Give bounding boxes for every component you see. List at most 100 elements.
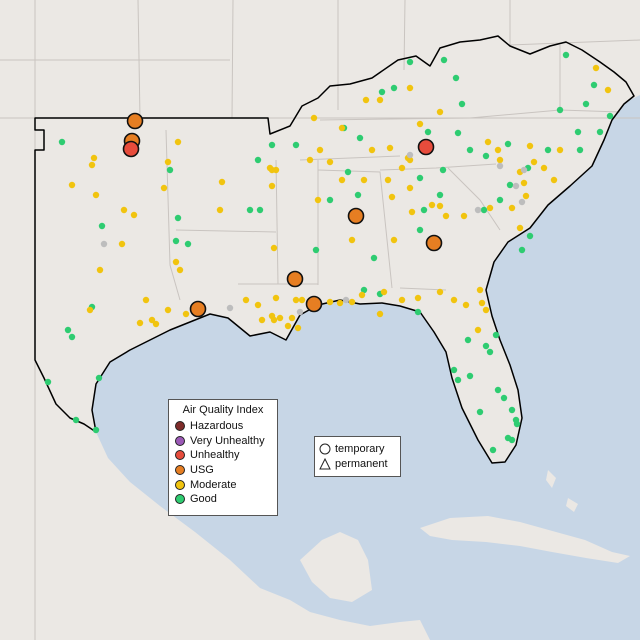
- sensor-marker[interactable]: [298, 296, 306, 304]
- sensor-marker[interactable]: [90, 154, 98, 162]
- sensor-marker[interactable]: [390, 236, 398, 244]
- sensor-marker[interactable]: [556, 146, 564, 154]
- sensor-marker-large[interactable]: [122, 140, 140, 158]
- sensor-marker[interactable]: [314, 196, 322, 204]
- sensor-marker[interactable]: [462, 301, 470, 309]
- sensor-marker[interactable]: [256, 206, 264, 214]
- sensor-marker[interactable]: [338, 124, 346, 132]
- sensor-marker[interactable]: [166, 166, 174, 174]
- sensor-marker[interactable]: [520, 166, 528, 174]
- sensor-marker[interactable]: [596, 128, 604, 136]
- sensor-marker[interactable]: [474, 206, 482, 214]
- sensor-marker[interactable]: [242, 296, 250, 304]
- sensor-marker-large[interactable]: [189, 300, 207, 318]
- sensor-marker-large[interactable]: [425, 234, 443, 252]
- sensor-marker[interactable]: [174, 214, 182, 222]
- sensor-marker[interactable]: [484, 138, 492, 146]
- sensor-marker[interactable]: [414, 308, 422, 316]
- sensor-marker[interactable]: [182, 310, 190, 318]
- sensor-marker[interactable]: [120, 206, 128, 214]
- sensor-marker[interactable]: [450, 366, 458, 374]
- sensor-marker[interactable]: [486, 204, 494, 212]
- sensor-marker[interactable]: [482, 152, 490, 160]
- sensor-marker[interactable]: [466, 372, 474, 380]
- sensor-marker[interactable]: [348, 298, 356, 306]
- sensor-marker[interactable]: [442, 212, 450, 220]
- sensor-marker[interactable]: [508, 436, 516, 444]
- sensor-marker[interactable]: [360, 176, 368, 184]
- sensor-marker[interactable]: [496, 162, 504, 170]
- sensor-marker[interactable]: [478, 299, 486, 307]
- sensor-marker-large[interactable]: [126, 112, 144, 130]
- sensor-marker[interactable]: [356, 134, 364, 142]
- sensor-marker[interactable]: [218, 178, 226, 186]
- sensor-marker[interactable]: [268, 182, 276, 190]
- sensor-marker[interactable]: [98, 222, 106, 230]
- sensor-marker[interactable]: [306, 156, 314, 164]
- sensor-marker[interactable]: [518, 246, 526, 254]
- sensor-marker[interactable]: [378, 88, 386, 96]
- sensor-marker[interactable]: [544, 146, 552, 154]
- sensor-marker[interactable]: [344, 168, 352, 176]
- sensor-marker[interactable]: [436, 202, 444, 210]
- sensor-marker[interactable]: [508, 204, 516, 212]
- sensor-marker[interactable]: [398, 296, 406, 304]
- sensor-marker[interactable]: [482, 306, 490, 314]
- sensor-marker[interactable]: [474, 326, 482, 334]
- sensor-marker[interactable]: [486, 348, 494, 356]
- sensor-marker[interactable]: [176, 266, 184, 274]
- sensor-marker[interactable]: [439, 166, 447, 174]
- sensor-marker[interactable]: [420, 206, 428, 214]
- sensor-marker[interactable]: [266, 164, 274, 172]
- sensor-marker[interactable]: [338, 176, 346, 184]
- sensor-marker[interactable]: [270, 316, 278, 324]
- sensor-marker[interactable]: [582, 100, 590, 108]
- sensor-marker[interactable]: [406, 184, 414, 192]
- sensor-marker[interactable]: [489, 446, 497, 454]
- sensor-marker[interactable]: [226, 304, 234, 312]
- sensor-marker[interactable]: [482, 342, 490, 350]
- sensor-marker[interactable]: [342, 296, 350, 304]
- sensor-marker[interactable]: [86, 306, 94, 314]
- sensor-marker[interactable]: [88, 161, 96, 169]
- sensor-marker[interactable]: [58, 138, 66, 146]
- sensor-marker[interactable]: [526, 232, 534, 240]
- sensor-marker[interactable]: [142, 296, 150, 304]
- sensor-marker[interactable]: [436, 191, 444, 199]
- sensor-marker[interactable]: [414, 294, 422, 302]
- sensor-marker[interactable]: [454, 129, 462, 137]
- sensor-marker[interactable]: [172, 237, 180, 245]
- sensor-marker[interactable]: [592, 64, 600, 72]
- sensor-marker[interactable]: [376, 310, 384, 318]
- sensor-marker[interactable]: [284, 322, 292, 330]
- sensor-marker[interactable]: [408, 208, 416, 216]
- sensor-marker[interactable]: [348, 236, 356, 244]
- sensor-marker[interactable]: [530, 158, 538, 166]
- sensor-marker[interactable]: [368, 146, 376, 154]
- sensor-marker[interactable]: [494, 146, 502, 154]
- sensor-marker[interactable]: [513, 420, 521, 428]
- sensor-marker[interactable]: [272, 294, 280, 302]
- sensor-marker[interactable]: [416, 226, 424, 234]
- sensor-marker[interactable]: [160, 184, 168, 192]
- sensor-marker[interactable]: [360, 286, 368, 294]
- sensor-marker[interactable]: [292, 141, 300, 149]
- sensor-marker[interactable]: [174, 138, 182, 146]
- sensor-marker-large[interactable]: [286, 270, 304, 288]
- sensor-marker[interactable]: [516, 224, 524, 232]
- sensor-marker[interactable]: [518, 198, 526, 206]
- sensor-marker[interactable]: [504, 140, 512, 148]
- sensor-marker[interactable]: [216, 206, 224, 214]
- sensor-marker[interactable]: [508, 406, 516, 414]
- sensor-marker[interactable]: [68, 181, 76, 189]
- sensor-marker[interactable]: [388, 193, 396, 201]
- sensor-marker[interactable]: [100, 240, 108, 248]
- sensor-marker[interactable]: [416, 174, 424, 182]
- sensor-marker[interactable]: [576, 146, 584, 154]
- sensor-marker[interactable]: [92, 426, 100, 434]
- sensor-marker[interactable]: [590, 81, 598, 89]
- sensor-marker-large[interactable]: [305, 295, 323, 313]
- sensor-marker[interactable]: [152, 320, 160, 328]
- sensor-marker[interactable]: [606, 112, 614, 120]
- sensor-marker[interactable]: [436, 108, 444, 116]
